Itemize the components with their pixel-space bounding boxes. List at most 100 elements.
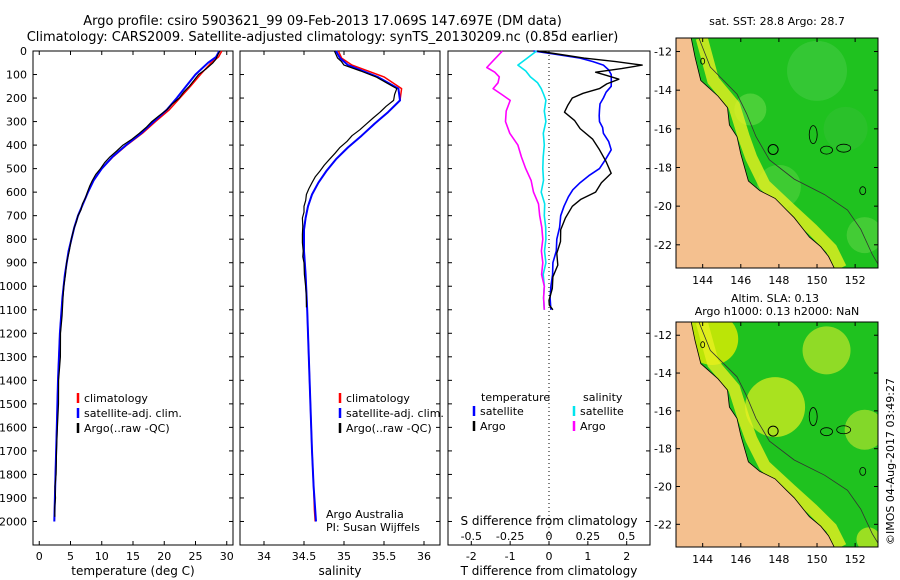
satellite-adj-clim-line: [303, 50, 401, 522]
x-tick-label: 25: [189, 550, 203, 563]
x-tick-label: 152: [845, 553, 866, 566]
legend-title-salinity: salinity: [583, 391, 623, 404]
legend-label: Argo(..raw -QC): [346, 422, 432, 435]
x-tick-label: -2: [466, 550, 477, 563]
x-tick-label: 152: [845, 274, 866, 287]
x-axis-label: salinity: [318, 564, 361, 578]
legend-label: Argo: [580, 420, 606, 433]
x-tick-label: 20: [157, 550, 171, 563]
land-mass: [676, 322, 835, 547]
legend-title-temperature: temperature: [481, 391, 550, 404]
y-tick-label: -12: [654, 329, 672, 342]
legend-label: climatology: [84, 392, 148, 405]
y-tick-label: -14: [654, 367, 672, 380]
y-tick-label: 2000: [0, 515, 27, 528]
reef-outline: [700, 341, 706, 349]
field-blob: [844, 409, 878, 450]
x-tick-label: 148: [768, 274, 789, 287]
legend-label: satellite: [580, 405, 624, 418]
x-axis-label: T difference from climatology: [460, 564, 638, 578]
x-top-tick-label: 0.25: [576, 530, 601, 543]
y-tick-label: -22: [654, 239, 672, 252]
temperature-panel: 0 5 10 15 20 25 300100200300400500600700800900…: [0, 45, 234, 578]
x-tick-label: 0: [36, 550, 43, 563]
y-tick-label: -20: [654, 480, 672, 493]
y-tick-label: 1800: [0, 468, 27, 481]
temperature-satellite-diff-line: [533, 50, 613, 310]
y-tick-label: -20: [654, 200, 672, 213]
y-tick-label: -22: [654, 518, 672, 531]
x-tick-label: 10: [95, 550, 109, 563]
legend-label: Argo(..raw -QC): [84, 422, 170, 435]
y-tick-label: 200: [6, 92, 27, 105]
legend-label: satellite: [480, 405, 524, 418]
sst-map-panel: sat. SST: 28.8 Argo: 28.7 144 146 148 150 152…: [654, 15, 879, 287]
reef-outline: [836, 143, 852, 153]
temperature-argo-diff-line: [537, 50, 643, 311]
y-tick-label: -16: [654, 123, 672, 136]
y-tick-label: 1700: [0, 445, 27, 458]
argo-line: [301, 50, 398, 308]
x-tick-label: 34: [257, 550, 271, 563]
x-top-axis-label: S difference from climatology: [461, 514, 638, 528]
reef-outline: [820, 427, 833, 437]
shelf-contour: [698, 322, 878, 544]
reef-outline: [859, 466, 867, 476]
x-tick-label: 36: [417, 550, 431, 563]
x-tick-label: 1: [584, 550, 591, 563]
y-tick-label: -16: [654, 405, 672, 418]
x-axis-label: temperature (deg C): [71, 564, 194, 578]
field-blob: [823, 106, 868, 151]
x-tick-label: 35: [337, 550, 351, 563]
reef-outline: [808, 125, 818, 145]
y-tick-label: 1500: [0, 398, 27, 411]
field-blob: [802, 326, 851, 375]
shelf-contour: [698, 38, 878, 265]
figure-title-line2: Climatology: CARS2009. Satellite-adjuste…: [26, 30, 619, 45]
figure-title-line1: Argo profile: csiro 5903621_99 09-Feb-20…: [83, 14, 562, 29]
y-tick-label: 900: [6, 257, 27, 270]
x-tick-label: 150: [807, 274, 828, 287]
x-tick-label: 146: [730, 553, 751, 566]
y-tick-label: 0: [20, 45, 27, 58]
field-blob: [856, 527, 878, 547]
y-tick-label: 800: [6, 233, 27, 246]
y-tick-label: 1000: [0, 280, 27, 293]
x-tick-label: 2: [623, 550, 630, 563]
y-tick-label: -14: [654, 84, 672, 97]
x-tick-label: 30: [220, 550, 234, 563]
reef-outline: [859, 186, 867, 196]
x-top-tick-label: -0.5: [461, 530, 482, 543]
argo-location-marker: [767, 425, 779, 437]
x-tick-label: 144: [692, 274, 713, 287]
y-tick-label: 100: [6, 69, 27, 82]
y-tick-label: 500: [6, 163, 27, 176]
y-tick-label: 1900: [0, 492, 27, 505]
x-tick-label: 144: [692, 553, 713, 566]
x-tick-label: 150: [807, 553, 828, 566]
salinity-argo-diff-line: [485, 50, 546, 310]
map-frame: [675, 37, 879, 269]
salinity-satellite-diff-line: [517, 50, 547, 310]
x-tick-label: 5: [67, 550, 74, 563]
y-tick-label: 1100: [0, 304, 27, 317]
annotation-line1: Argo Australia: [326, 508, 404, 521]
x-tick-label: -1: [505, 550, 516, 563]
x-tick-label: 34.5: [292, 550, 317, 563]
sla-map-title-line1: Altim. SLA: 0.13: [731, 292, 819, 305]
y-tick-label: 700: [6, 210, 27, 223]
legend-label: satellite-adj. clim.: [346, 407, 444, 420]
plot-frame: [32, 50, 234, 546]
reef-outline: [820, 145, 833, 155]
map-area: [676, 38, 878, 268]
x-tick-label: 35.5: [372, 550, 397, 563]
y-tick-label: 1200: [0, 327, 27, 340]
reef-outline: [700, 57, 706, 65]
y-tick-label: 1600: [0, 421, 27, 434]
y-tick-label: 1300: [0, 351, 27, 364]
field-blob: [745, 377, 806, 438]
x-tick-label: 148: [768, 553, 789, 566]
x-top-tick-label: 0.5: [618, 530, 636, 543]
y-tick-label: 400: [6, 139, 27, 152]
